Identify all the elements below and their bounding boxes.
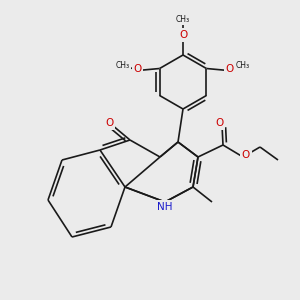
Text: CH₃: CH₃ bbox=[116, 61, 130, 70]
Text: O: O bbox=[225, 64, 234, 74]
Text: O: O bbox=[179, 30, 187, 40]
Text: O: O bbox=[242, 150, 250, 160]
Text: CH₃: CH₃ bbox=[236, 61, 250, 70]
Text: O: O bbox=[215, 118, 223, 128]
Text: O: O bbox=[105, 118, 113, 128]
Text: CH₃: CH₃ bbox=[176, 16, 190, 25]
Text: O: O bbox=[134, 64, 142, 74]
Text: NH: NH bbox=[157, 202, 173, 212]
